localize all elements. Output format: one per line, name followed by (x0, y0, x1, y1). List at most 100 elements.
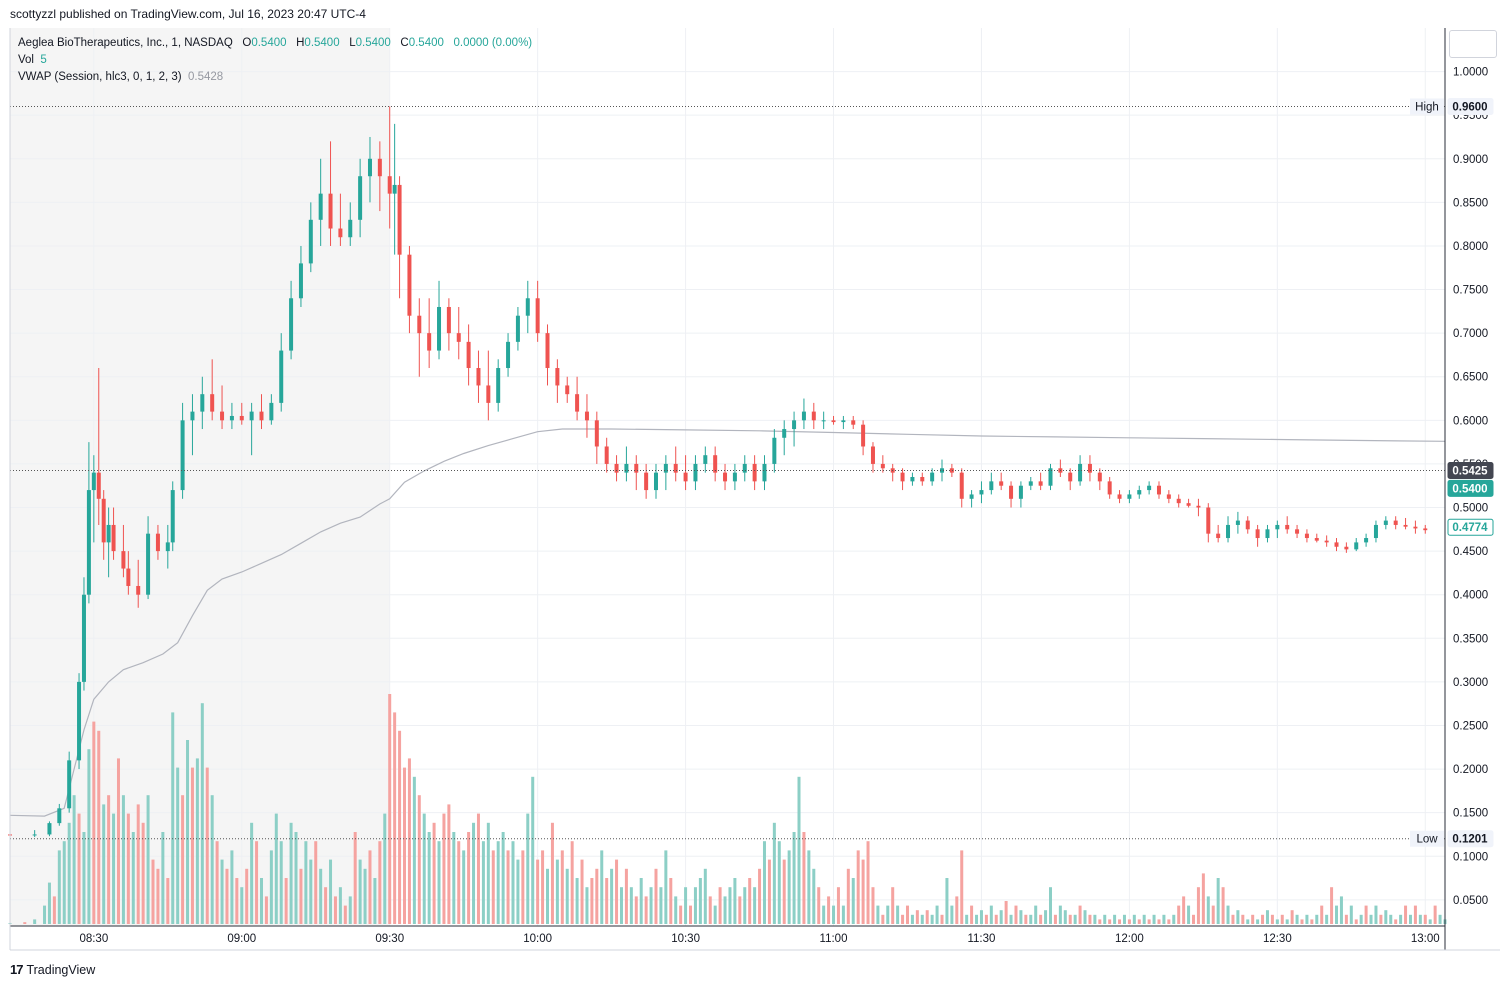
candle (545, 324, 550, 386)
volume-bar (1127, 919, 1131, 924)
candle-body (742, 463, 747, 473)
low-price-badge-bg (1447, 830, 1494, 848)
candle (742, 455, 747, 482)
legend-vwap-value: 0.5428 (188, 71, 224, 83)
volume-bar (210, 795, 214, 924)
volume-bar (812, 868, 816, 924)
volume-bar (1009, 914, 1013, 924)
volume-bar (605, 878, 609, 924)
volume-bar (856, 850, 860, 924)
candle (1216, 524, 1221, 543)
candle (979, 481, 984, 504)
candle-body (644, 472, 649, 491)
candle-body (673, 463, 678, 473)
candle-body (446, 306, 451, 334)
candle (703, 446, 708, 473)
candle (1166, 490, 1171, 504)
volume-bar (1275, 919, 1279, 924)
candle (713, 446, 718, 482)
volume-bar (1029, 914, 1033, 924)
volume-bar (777, 841, 781, 924)
candle (1137, 485, 1142, 499)
candle (969, 490, 974, 508)
volume-bar (753, 887, 757, 924)
volume-bar (1044, 910, 1048, 924)
volume-bar (47, 882, 51, 924)
volume-bar (1280, 914, 1284, 924)
volume-bar (33, 919, 37, 924)
legend-vol-label: Vol (18, 54, 34, 66)
candle (146, 516, 151, 600)
candle-body (358, 176, 363, 220)
legend-o-label: O (242, 37, 252, 49)
candle-body (170, 490, 175, 543)
volume-bar (1088, 914, 1092, 924)
candle-body (1334, 542, 1339, 547)
candle-body (1048, 468, 1053, 486)
candle-body (1156, 485, 1161, 495)
volume-bar (225, 868, 229, 924)
volume-bar (1384, 910, 1388, 924)
candle (1097, 468, 1102, 491)
candle (1176, 494, 1181, 508)
volume-bar (511, 841, 515, 924)
volume-bar (965, 914, 969, 924)
volume-bar (1251, 914, 1255, 924)
candle (348, 202, 353, 246)
candle (644, 463, 649, 499)
volume-bar (1423, 914, 1427, 924)
volume-bar (343, 905, 347, 924)
candle-body (180, 420, 185, 491)
candle-body (249, 411, 254, 421)
volume-bar (817, 887, 821, 924)
candle (870, 442, 875, 473)
tradingview-logo[interactable]: 17 TradingView (10, 962, 95, 977)
candle (456, 306, 461, 360)
volume-bar (920, 914, 924, 924)
time-tick-label: 09:00 (227, 933, 256, 945)
legend-c-value: 0.5400 (408, 37, 444, 49)
candle (1295, 524, 1300, 539)
volume-bar (398, 730, 402, 924)
settings-box[interactable] (1449, 30, 1497, 58)
candle-body (1009, 485, 1014, 499)
candle-body (1186, 503, 1191, 506)
volume-bar (417, 795, 421, 924)
volume-bar (1014, 905, 1018, 924)
volume-bar (733, 878, 737, 924)
volume-bar (235, 878, 239, 924)
candle (999, 472, 1004, 491)
candle-body (782, 429, 787, 438)
volume-bar (516, 859, 520, 924)
low-tag-bg (1410, 830, 1444, 847)
candle-body (86, 490, 91, 595)
volume-bar (723, 896, 727, 924)
candle-body (1107, 481, 1112, 495)
volume-bar (871, 887, 875, 924)
candle-body (841, 420, 846, 423)
candle (811, 402, 816, 430)
candle (427, 298, 432, 369)
volume-bar (427, 832, 431, 924)
volume-bar (1182, 896, 1186, 924)
candle (890, 463, 895, 482)
volume-bar (284, 878, 288, 924)
volume-bar (827, 896, 831, 924)
volume-bar (1039, 914, 1043, 924)
candle-body (969, 494, 974, 499)
volume-bar (935, 905, 939, 924)
volume-bar (319, 868, 323, 924)
volume-bars (8, 694, 1447, 924)
candle-body (663, 463, 668, 473)
candle (1018, 481, 1023, 508)
candle-body (91, 472, 96, 491)
volume-bar (107, 795, 111, 924)
candle (792, 411, 797, 447)
volume-bar (496, 841, 500, 924)
volume-bar (269, 850, 273, 924)
volume-bar (1320, 905, 1324, 924)
volume-bar (77, 813, 81, 924)
candle (67, 751, 72, 813)
candle (476, 350, 481, 403)
